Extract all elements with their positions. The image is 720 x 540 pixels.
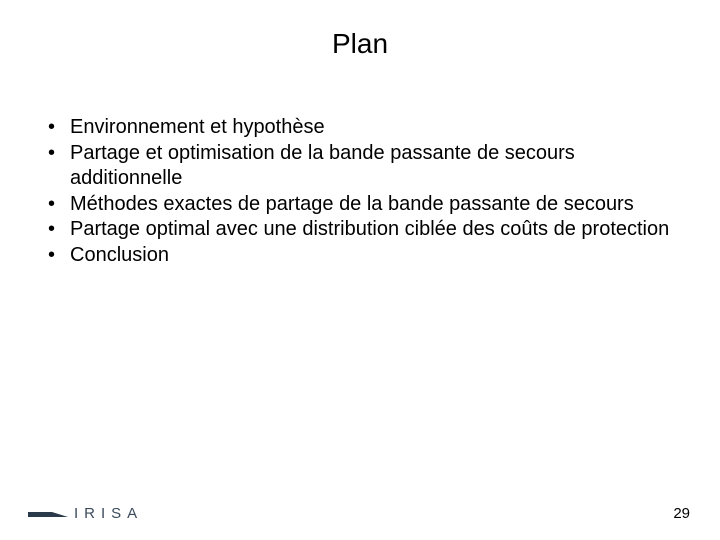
page-number: 29 <box>673 505 690 522</box>
footer: IRISA 29 <box>28 505 690 522</box>
bullet-item: Conclusion <box>40 243 680 269</box>
bullet-item: Partage et optimisation de la bande pass… <box>40 141 680 192</box>
bullet-item: Environnement et hypothèse <box>40 115 680 141</box>
bullet-item: Méthodes exactes de partage de la bande … <box>40 192 680 218</box>
bullet-list: Environnement et hypothèse Partage et op… <box>40 115 680 269</box>
logo-mark-icon <box>28 506 68 522</box>
logo-text: IRISA <box>74 505 143 522</box>
bullet-item: Partage optimal avec une distribution ci… <box>40 217 680 243</box>
slide: Plan Environnement et hypothèse Partage … <box>0 0 720 540</box>
content-area: Environnement et hypothèse Partage et op… <box>40 115 680 269</box>
slide-title: Plan <box>0 0 720 60</box>
logo: IRISA <box>28 505 143 522</box>
